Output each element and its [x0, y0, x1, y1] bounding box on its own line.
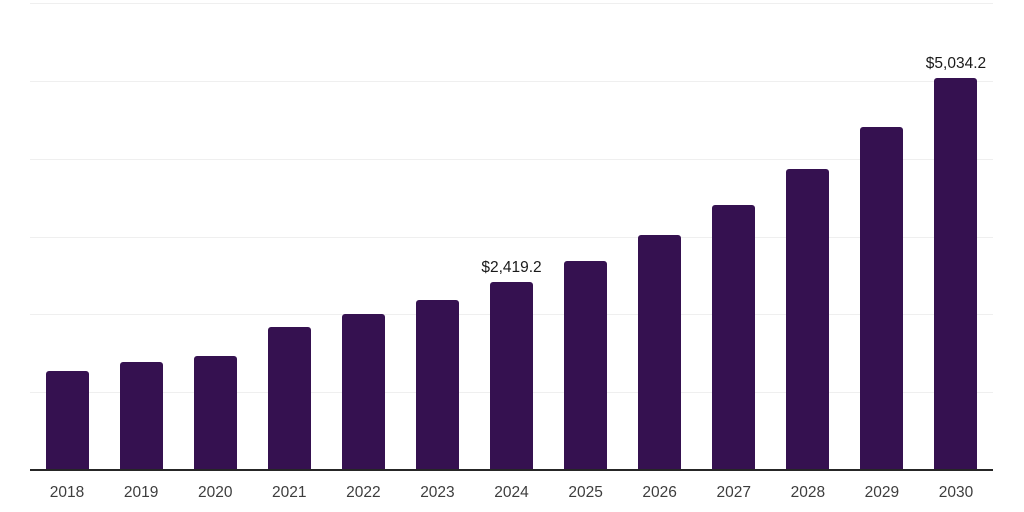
- bar-slot-2030: $5,034.2: [919, 3, 993, 470]
- x-tick-2019: 2019: [123, 484, 159, 501]
- plot-area: $2,419.2 $5,034.2: [30, 3, 993, 470]
- bar-2023: [415, 299, 459, 470]
- gridline-4000: [30, 158, 993, 160]
- gridline-6000: [30, 3, 993, 4]
- bar-2019: [119, 362, 163, 470]
- bar-slot-2019: [104, 3, 178, 470]
- bar-2028: [786, 168, 830, 470]
- bar-slot-2028: [771, 3, 845, 470]
- bar-slot-2024: $2,419.2: [474, 3, 548, 470]
- x-tick-2028: 2028: [790, 484, 826, 501]
- bar-2020: [193, 356, 237, 470]
- x-tick-2025: 2025: [568, 484, 603, 501]
- bar-2027: [712, 204, 756, 470]
- x-tick-2029: 2029: [864, 484, 900, 501]
- data-label-2030: $5,034.2: [925, 55, 987, 73]
- bar-2018: [45, 371, 89, 470]
- bar-2029: [860, 127, 904, 470]
- gridline-5000: [30, 80, 993, 82]
- bar-slot-2025: [549, 3, 623, 470]
- bar-2025: [564, 260, 608, 470]
- x-tick-2022: 2022: [346, 484, 381, 501]
- x-tick-2020: 2020: [197, 484, 233, 501]
- x-tick-2023: 2023: [420, 484, 455, 501]
- data-label-2024: $2,419.2: [481, 258, 542, 276]
- bar-2022: [341, 313, 385, 470]
- x-tick-2026: 2026: [642, 484, 677, 501]
- bar-slot-2029: [845, 3, 919, 470]
- gridline-3000: [30, 236, 993, 238]
- bar-2026: [638, 234, 682, 470]
- bar-slot-2018: [30, 3, 104, 470]
- x-axis-line: [30, 469, 993, 471]
- bars-container: $2,419.2 $5,034.2: [30, 3, 993, 470]
- x-axis-labels: 2018 2019 2020 2021 2022 2023 2024 2025 2026 2027…: [30, 484, 993, 502]
- bar-slot-2021: [252, 3, 326, 470]
- x-tick-2024: 2024: [494, 484, 529, 501]
- x-tick-2030: 2030: [938, 484, 974, 501]
- bar-2030: [934, 78, 978, 470]
- bar-slot-2027: [697, 3, 771, 470]
- bar-slot-2020: [178, 3, 252, 470]
- x-tick-2027: 2027: [716, 484, 751, 501]
- bar-2024: [490, 281, 533, 470]
- x-tick-2018: 2018: [49, 484, 85, 501]
- bar-slot-2026: [623, 3, 697, 470]
- bar-slot-2022: [326, 3, 400, 470]
- bar-slot-2023: [400, 3, 474, 470]
- x-tick-2021: 2021: [272, 484, 307, 501]
- bar-2021: [267, 327, 311, 470]
